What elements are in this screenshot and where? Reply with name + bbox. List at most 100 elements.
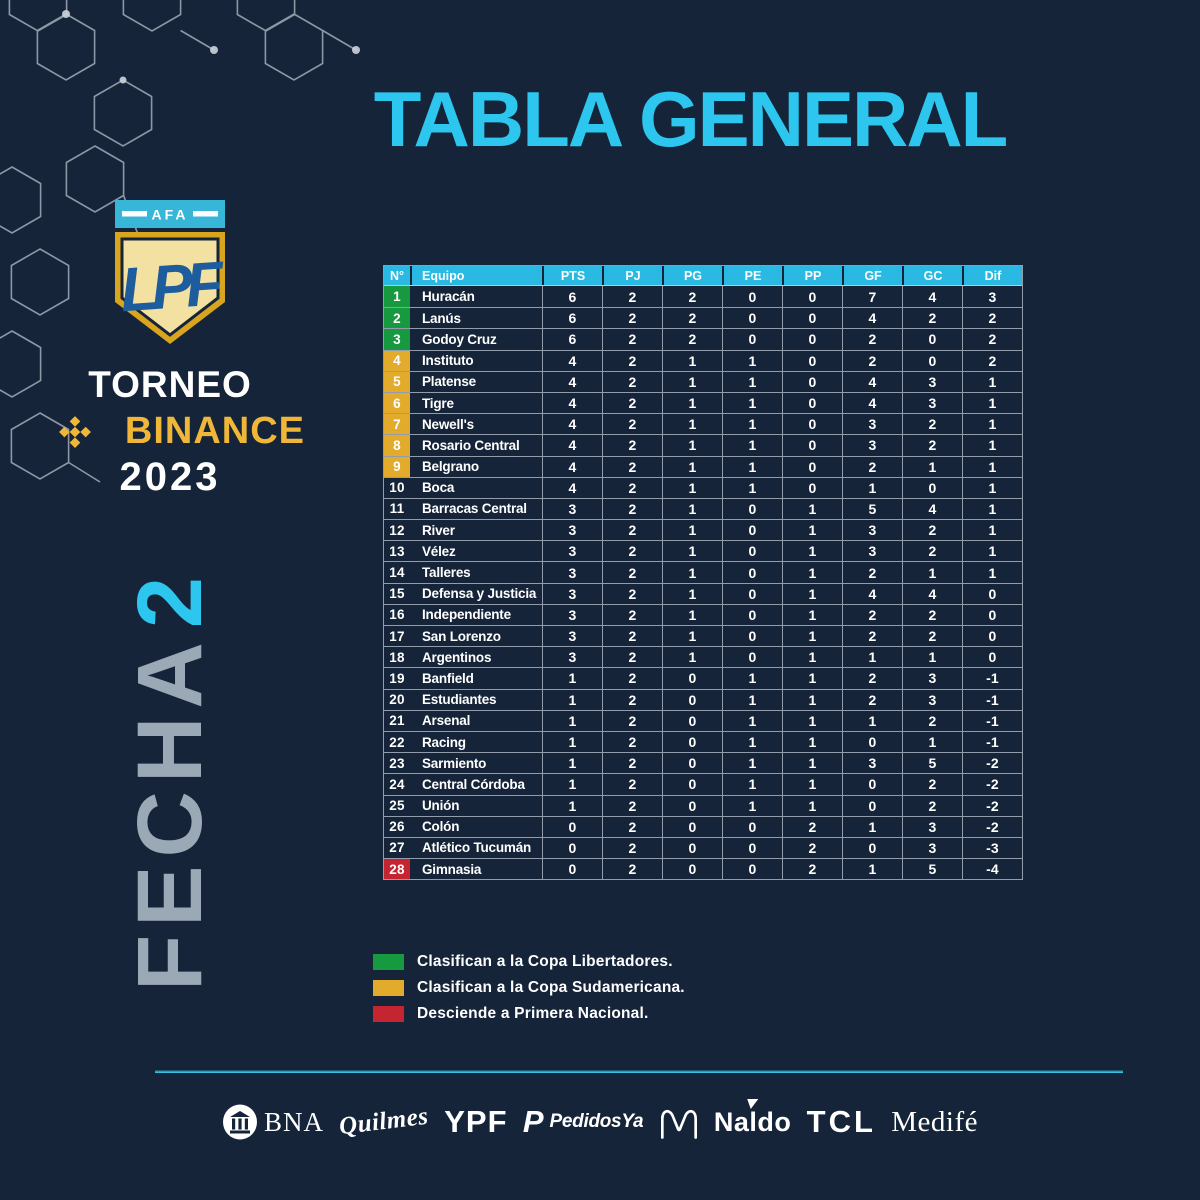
team-name-cell: Instituto	[410, 350, 542, 371]
pts-cell: 3	[542, 647, 602, 668]
pp-cell: 2	[782, 859, 842, 880]
dif-cell: -1	[962, 710, 1022, 731]
team-name-cell: Independiente	[410, 604, 542, 625]
team-name-cell: Argentinos	[410, 647, 542, 668]
gf-cell: 1	[842, 710, 902, 731]
table-body: 1 Huracán 6 2 2 0 0 7 4 3 2 Lanús 6 2 2 …	[384, 286, 1022, 880]
fecha-vertical-label: FECHA2	[118, 560, 222, 1000]
pe-cell: 1	[722, 414, 782, 435]
gf-cell: 3	[842, 753, 902, 774]
pj-cell: 2	[602, 520, 662, 541]
legend-swatch-yellow	[373, 979, 404, 996]
pe-cell: 1	[722, 456, 782, 477]
pj-cell: 2	[602, 308, 662, 329]
position-cell: 23	[389, 755, 405, 771]
table-row: 5 Platense 4 2 1 1 0 4 3 1	[384, 370, 1022, 392]
pj-cell: 2	[602, 562, 662, 583]
pj-cell: 2	[602, 414, 662, 435]
position-cell: 28	[384, 859, 410, 880]
gf-cell: 4	[842, 392, 902, 414]
gf-cell: 0	[842, 774, 902, 795]
pj-cell: 2	[602, 626, 662, 647]
gc-cell: 2	[902, 710, 962, 731]
table-row: 9 Belgrano 4 2 1 1 0 2 1 1	[384, 455, 1022, 477]
footer-divider-line	[155, 1070, 1123, 1073]
gf-cell: 4	[842, 371, 902, 392]
team-name-cell: Platense	[410, 371, 542, 392]
table-row: 4 Instituto 4 2 1 1 0 2 0 2	[384, 349, 1022, 371]
sponsor-medife: Medifé	[891, 1106, 978, 1139]
table-row: 15 Defensa y Justicia 3 2 1 0 1 4 4 0	[384, 582, 1022, 604]
table-row: 25 Unión 1 2 0 1 1 0 2 -2	[384, 794, 1022, 816]
team-name-cell: Vélez	[410, 541, 542, 562]
table-row: 1 Huracán 6 2 2 0 0 7 4 3	[384, 286, 1022, 308]
pts-cell: 4	[542, 350, 602, 371]
pe-cell: 0	[722, 286, 782, 308]
header-pg: PG	[662, 266, 722, 285]
gc-cell: 2	[902, 435, 962, 456]
position-cell: 12	[389, 522, 405, 538]
dif-cell: 2	[962, 308, 1022, 329]
pj-cell: 2	[602, 859, 662, 880]
team-name-cell: Tigre	[410, 392, 542, 414]
pp-cell: 0	[782, 456, 842, 477]
gf-cell: 5	[842, 498, 902, 520]
position-cell: 11	[389, 501, 405, 517]
gf-cell: 3	[842, 541, 902, 562]
dif-cell: -1	[962, 668, 1022, 689]
dif-cell: 1	[962, 392, 1022, 414]
gf-cell: 2	[842, 626, 902, 647]
svg-text:AFA: AFA	[152, 207, 189, 223]
pe-cell: 1	[722, 371, 782, 392]
table-row: 17 San Lorenzo 3 2 1 0 1 2 2 0	[384, 625, 1022, 647]
pts-cell: 4	[542, 392, 602, 414]
position-cell: 4	[384, 350, 410, 371]
gc-cell: 3	[902, 668, 962, 689]
pj-cell: 2	[602, 604, 662, 625]
dif-cell: 1	[962, 562, 1022, 583]
gc-cell: 2	[902, 414, 962, 435]
dif-cell: 1	[962, 371, 1022, 392]
gf-cell: 3	[842, 520, 902, 541]
pts-cell: 1	[542, 774, 602, 795]
gc-cell: 2	[902, 541, 962, 562]
pts-cell: 0	[542, 816, 602, 837]
position-cell: 24	[389, 776, 405, 792]
gc-cell: 1	[902, 647, 962, 668]
dif-cell: 3	[962, 286, 1022, 308]
pg-cell: 1	[662, 392, 722, 414]
gc-cell: 2	[902, 604, 962, 625]
pp-cell: 0	[782, 308, 842, 329]
dif-cell: 0	[962, 647, 1022, 668]
pp-cell: 0	[782, 435, 842, 456]
legend-label: Desciende a Primera Nacional.	[417, 1004, 649, 1022]
pts-cell: 1	[542, 668, 602, 689]
team-name-cell: Huracán	[410, 286, 542, 308]
team-name-cell: Sarmiento	[410, 753, 542, 774]
binance-diamond-icon	[59, 415, 92, 448]
team-name-cell: Banfield	[410, 668, 542, 689]
pe-cell: 1	[722, 392, 782, 414]
team-name-cell: Colón	[410, 816, 542, 837]
pg-cell: 0	[662, 731, 722, 753]
position-cell: 6	[384, 392, 410, 414]
sponsor-quilmes: Quilmes	[338, 1103, 430, 1141]
pe-cell: 0	[722, 541, 782, 562]
table-row: 10 Boca 4 2 1 1 0 1 0 1	[384, 476, 1022, 498]
team-name-cell: Talleres	[410, 562, 542, 583]
gc-cell: 2	[902, 520, 962, 541]
dif-cell: 1	[962, 520, 1022, 541]
gf-cell: 3	[842, 435, 902, 456]
gf-cell: 4	[842, 308, 902, 329]
sponsor-label: Naldo	[714, 1098, 792, 1138]
pts-cell: 4	[542, 414, 602, 435]
pe-cell: 1	[722, 753, 782, 774]
team-name-cell: Unión	[410, 795, 542, 816]
pg-cell: 1	[662, 350, 722, 371]
team-name-cell: Racing	[410, 731, 542, 753]
gf-cell: 2	[842, 668, 902, 689]
header-pos: N°	[389, 268, 405, 283]
pe-cell: 0	[722, 837, 782, 859]
team-name-cell: Central Córdoba	[410, 774, 542, 795]
pj-cell: 2	[602, 668, 662, 689]
